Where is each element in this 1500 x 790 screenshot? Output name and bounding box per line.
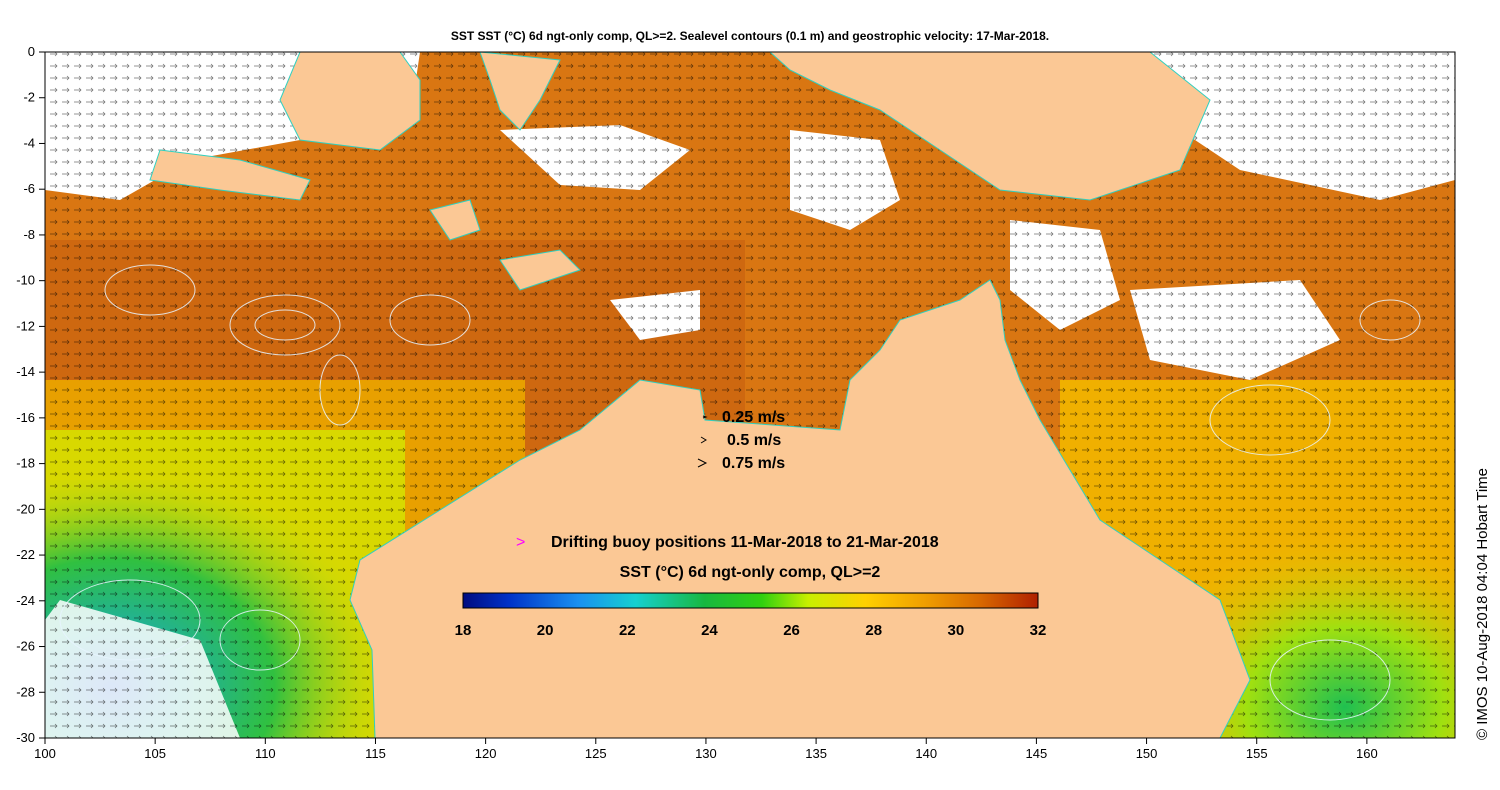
buoy-legend: > Drifting buoy positions 11-Mar-2018 to… — [516, 534, 939, 551]
y-tick-label: -16 — [16, 410, 35, 425]
x-tick-label: 115 — [365, 746, 386, 761]
velocity-arrow-large — [697, 458, 708, 468]
y-tick-label: -6 — [23, 181, 35, 196]
timor-land — [499, 249, 581, 291]
x-tick-label: 140 — [915, 746, 937, 761]
velocity-arrow-small — [702, 415, 708, 419]
island-land — [429, 199, 481, 241]
x-axis: 100 105 110 115 120 125 130 135 140 145 150 155 160 — [34, 738, 1378, 761]
buoy-symbol: > — [516, 534, 525, 551]
colorbar-tick-label: 26 — [783, 622, 800, 639]
colorbar-tick-label: 32 — [1030, 622, 1047, 639]
sulawesi-land — [479, 52, 561, 131]
velocity-label-05: 0.5 m/s — [727, 432, 781, 449]
x-tick-label: 120 — [475, 746, 497, 761]
velocity-legend: 0.25 m/s 0.5 m/s 0.75 m/s — [697, 409, 785, 472]
colorbar-tick-label: 18 — [455, 622, 472, 639]
australia-land — [349, 279, 1251, 738]
y-tick-label: -24 — [16, 593, 35, 608]
x-tick-label: 150 — [1136, 746, 1158, 761]
y-tick-label: -4 — [23, 135, 35, 150]
y-tick-label: -20 — [16, 501, 35, 516]
velocity-label-075: 0.75 m/s — [722, 455, 785, 472]
x-tick-label: 155 — [1246, 746, 1268, 761]
velocity-label-025: 0.25 m/s — [722, 409, 785, 426]
y-tick-label: -8 — [23, 227, 35, 242]
y-tick-label: -28 — [16, 684, 35, 699]
x-tick-label: 145 — [1026, 746, 1048, 761]
y-tick-label: -12 — [16, 318, 35, 333]
colorbar: SST (°C) 6d ngt-only comp, QL>=2 18 20 22 2… — [455, 564, 1047, 639]
land-layer — [149, 52, 1251, 738]
y-tick-label: -26 — [16, 639, 35, 654]
colorbar-tick-label: 28 — [865, 622, 882, 639]
x-tick-label: 105 — [144, 746, 166, 761]
y-tick-label: -22 — [16, 547, 35, 562]
colorbar-tick-label: 22 — [619, 622, 636, 639]
colorbar-tick-label: 20 — [537, 622, 554, 639]
y-tick-label: -14 — [16, 364, 35, 379]
colorbar-gradient — [462, 592, 1039, 609]
colorbar-title: SST (°C) 6d ngt-only comp, QL>=2 — [620, 564, 881, 581]
x-tick-label: 125 — [585, 746, 607, 761]
y-axis: 0 -2 -4 -6 -8 -10 -12 -14 -16 -18 -20 -22 -24 -26 -28 -… — [16, 44, 45, 745]
y-tick-label: 0 — [28, 44, 35, 59]
y-tick-label: -30 — [16, 730, 35, 745]
plot-frame — [44, 51, 1456, 739]
x-tick-label: 110 — [255, 746, 276, 761]
x-tick-label: 135 — [805, 746, 827, 761]
sealevel-contours — [59, 264, 1421, 721]
x-tick-label: 160 — [1356, 746, 1378, 761]
buoy-legend-label: Drifting buoy positions 11-Mar-2018 to 2… — [551, 534, 939, 551]
java-land — [149, 149, 311, 201]
x-tick-label: 100 — [34, 746, 56, 761]
colorbar-tick-label: 24 — [701, 622, 718, 639]
colorbar-ticks: 18 20 22 24 26 28 30 32 — [455, 622, 1047, 639]
y-tick-label: -2 — [23, 90, 35, 105]
new-guinea-land — [769, 52, 1211, 201]
velocity-arrow-medium — [700, 436, 707, 444]
map-title: SST SST (°C) 6d ngt-only comp, QL>=2. Se… — [450, 29, 1050, 43]
colorbar-tick-label: 30 — [948, 622, 965, 639]
x-tick-label: 130 — [695, 746, 717, 761]
map-layers — [45, 52, 1455, 738]
borneo-land — [279, 52, 421, 151]
y-tick-label: -10 — [16, 273, 35, 288]
copyright-credit: © IMOS 10-Aug-2018 04:04 Hobart Time — [1474, 467, 1491, 740]
y-tick-label: -18 — [16, 456, 35, 471]
